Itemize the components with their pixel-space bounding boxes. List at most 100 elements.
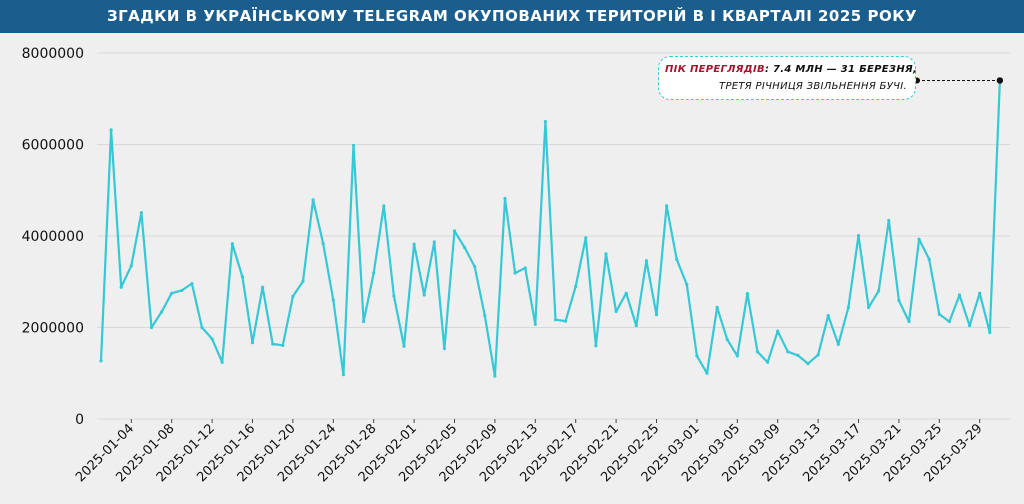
- data-point: [139, 211, 143, 215]
- data-point: [240, 275, 244, 279]
- data-point: [634, 324, 638, 328]
- data-point: [473, 265, 477, 269]
- y-tick-label: 0: [75, 412, 84, 428]
- data-point: [281, 343, 285, 347]
- data-point: [301, 279, 305, 283]
- data-point: [897, 298, 901, 303]
- data-point: [452, 229, 457, 233]
- data-point: [806, 362, 810, 366]
- y-tick-label: 6000000: [22, 138, 84, 154]
- data-point: [685, 282, 689, 287]
- data-point: [937, 312, 941, 316]
- data-point: [826, 314, 830, 318]
- data-point: [766, 360, 770, 364]
- data-point: [654, 313, 659, 317]
- annotation-note: ТРЕТЯ РІЧНИЦЯ ЗВІЛЬНЕННЯ БУЧІ.: [719, 81, 907, 92]
- data-point: [988, 330, 992, 335]
- y-tick-label: 4000000: [22, 229, 84, 245]
- data-point: [442, 346, 446, 351]
- data-point: [412, 242, 416, 246]
- data-point: [917, 237, 921, 241]
- chart-title: ЗГАДКИ В УКРАЇНСЬКОМУ TELEGRAM ОКУПОВАНИ…: [0, 0, 1024, 33]
- data-point: [887, 218, 891, 223]
- data-point: [786, 350, 790, 354]
- data-point: [230, 242, 234, 246]
- data-point: [180, 288, 184, 293]
- data-point: [584, 236, 588, 240]
- data-point: [382, 204, 386, 208]
- annotation-value: : 7.4 МЛН — 31 БЕРЕЗНЯ,: [764, 64, 918, 75]
- data-point: [957, 293, 962, 297]
- series-points: [99, 78, 1002, 378]
- data-point: [543, 120, 548, 124]
- data-point: [695, 354, 699, 358]
- data-point: [665, 204, 669, 208]
- data-point: [341, 373, 345, 377]
- data-point: [644, 259, 649, 263]
- gridlines: [97, 52, 1010, 420]
- data-point: [261, 285, 265, 289]
- data-point: [877, 289, 881, 293]
- data-point: [149, 325, 154, 330]
- data-point: [513, 271, 517, 275]
- data-point: [968, 324, 972, 328]
- data-point: [604, 252, 608, 256]
- data-point: [735, 354, 739, 358]
- data-point: [160, 310, 164, 314]
- x-axis: 2025-01-042025-01-082025-01-122025-01-16…: [73, 419, 986, 485]
- data-point: [483, 314, 487, 318]
- data-point: [553, 318, 558, 322]
- data-point: [311, 198, 315, 202]
- data-point: [947, 319, 952, 324]
- data-point: [129, 264, 133, 268]
- y-axis: 0 2000000 4000000 6000000 8000000: [22, 46, 84, 428]
- data-point: [392, 294, 396, 298]
- data-point: [614, 309, 618, 314]
- data-point: [503, 196, 507, 201]
- data-point: [119, 285, 123, 289]
- data-point: [564, 319, 568, 323]
- data-point: [594, 344, 598, 348]
- data-point: [533, 322, 537, 326]
- data-point: [321, 242, 325, 246]
- data-point: [271, 342, 275, 346]
- data-point: [432, 240, 436, 244]
- data-point: [715, 305, 719, 309]
- data-point: [816, 353, 820, 357]
- data-point: [170, 291, 174, 295]
- data-point: [574, 284, 578, 288]
- data-point: [675, 257, 679, 261]
- data-point: [362, 319, 366, 324]
- data-point: [220, 360, 224, 364]
- data-point: [755, 350, 760, 354]
- data-point: [190, 281, 194, 286]
- data-point: [422, 293, 426, 297]
- data-point: [200, 325, 204, 330]
- data-point: [907, 319, 911, 324]
- data-point: [624, 291, 628, 295]
- annotation-label: ПІК ПЕРЕГЛЯДІВ: [665, 64, 765, 75]
- peak-annotation: ПІК ПЕРЕГЛЯДІВ: 7.4 МЛН — 31 БЕРЕЗНЯ, ТР…: [658, 56, 918, 100]
- data-point: [99, 359, 103, 363]
- data-point: [250, 340, 255, 345]
- data-point: [745, 292, 750, 296]
- y-tick-label: 8000000: [22, 46, 84, 62]
- data-point: [978, 291, 982, 295]
- data-point: [867, 305, 871, 309]
- data-point: [372, 271, 376, 275]
- data-point: [463, 245, 467, 250]
- data-point: [856, 233, 861, 238]
- data-point: [705, 371, 709, 375]
- data-point: [402, 344, 406, 348]
- data-point: [351, 143, 356, 148]
- data-point: [776, 329, 780, 333]
- data-point: [493, 374, 497, 378]
- data-point: [331, 298, 335, 302]
- series-line: [99, 80, 1001, 378]
- annotation-peak-marker: [996, 77, 1004, 84]
- data-point: [109, 128, 113, 132]
- data-point: [836, 342, 840, 347]
- data-point: [523, 266, 527, 270]
- data-point: [846, 305, 851, 309]
